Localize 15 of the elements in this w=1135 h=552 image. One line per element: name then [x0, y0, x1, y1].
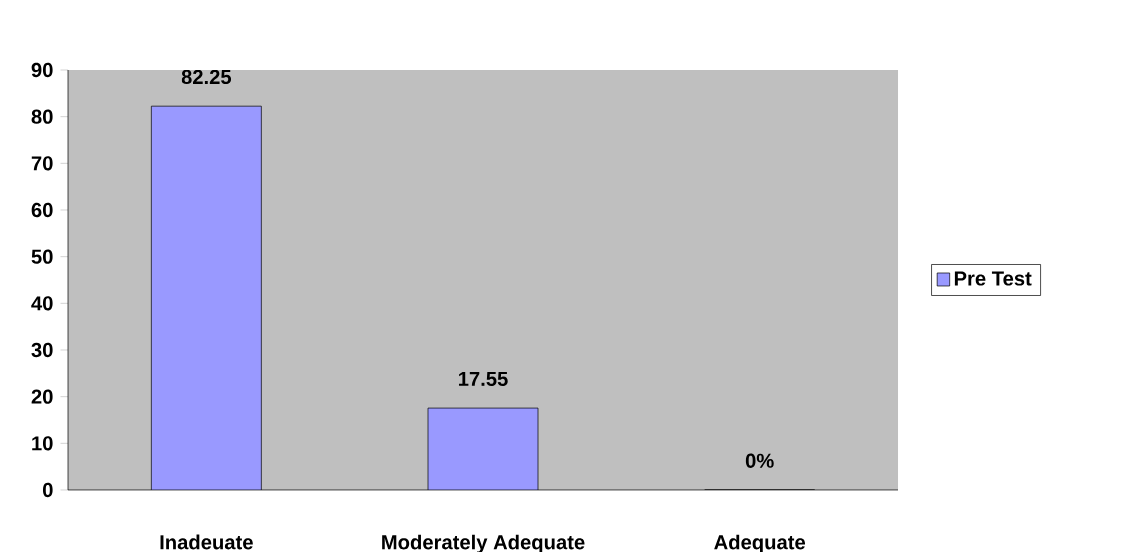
x-tick-label: Inadeuate: [160, 534, 253, 550]
y-tick-label: 70: [31, 156, 53, 171]
y-tick-label: 0: [42, 482, 53, 498]
y-tick-label: 30: [31, 342, 53, 358]
data-label: 0%: [745, 453, 774, 468]
y-tick-label: 10: [32, 436, 53, 451]
y-tick-label: 20: [31, 389, 53, 404]
data-label: 82.25: [181, 69, 232, 85]
y-tick-label: 90: [31, 62, 53, 78]
y-tick-label: 50: [31, 249, 53, 264]
legend-label: Pre Test: [954, 271, 1032, 286]
data-label: 17.55: [458, 371, 508, 386]
y-tick-label: 40: [31, 296, 53, 311]
y-tick-label: 80: [31, 109, 53, 124]
y-tick-label: 60: [31, 202, 53, 218]
